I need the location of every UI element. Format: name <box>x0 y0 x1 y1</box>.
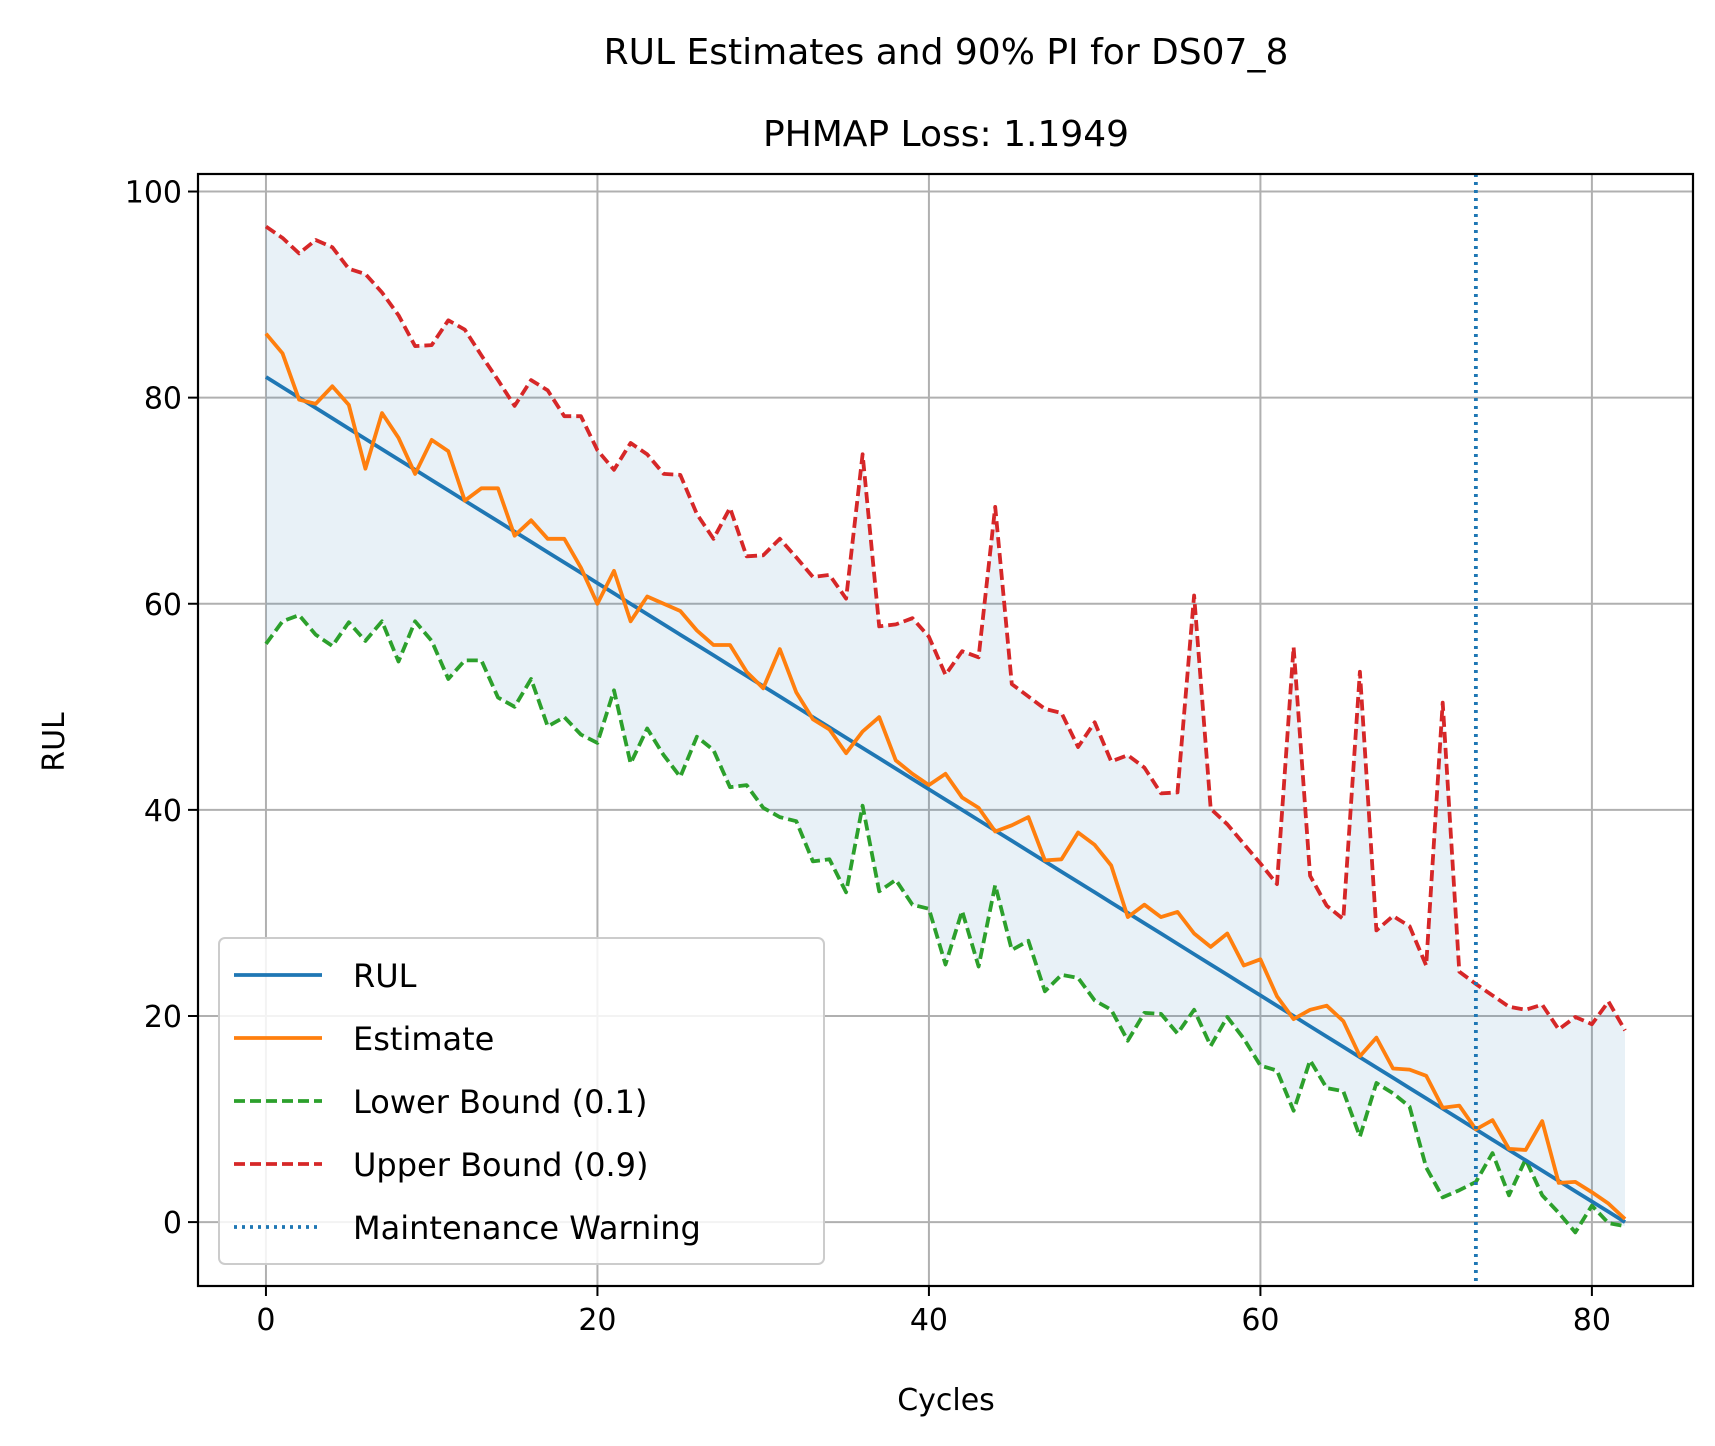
x-tick-label-0: 0 <box>256 1303 275 1338</box>
y-tick-label-4: 80 <box>144 382 182 417</box>
legend-label-maintenance-warning: Maintenance Warning <box>353 1209 701 1247</box>
y-tick-label-3: 60 <box>144 588 182 623</box>
series-line-estimate <box>264 332 1627 1221</box>
x-axis-label: Cycles <box>897 1383 995 1418</box>
chart-subtitle: PHMAP Loss: 1.1949 <box>763 114 1129 155</box>
legend-label-estimate: Estimate <box>353 1020 494 1058</box>
y-axis-label: RUL <box>37 712 72 772</box>
x-tick-label-2: 40 <box>910 1303 948 1338</box>
y-tick-label-5: 100 <box>125 176 182 211</box>
y-tick-label-0: 0 <box>163 1206 182 1241</box>
series-layer <box>264 225 1627 1235</box>
series-line-lower-bound-0-1 <box>264 613 1626 1235</box>
series-line-rul <box>264 375 1627 1224</box>
chart-title: RUL Estimates and 90% PI for DS07_8 <box>604 32 1289 73</box>
x-tick-label-3: 60 <box>1241 1303 1279 1338</box>
legend-label-lower-bound-0-1: Lower Bound (0.1) <box>353 1083 647 1121</box>
y-tick-label-2: 40 <box>144 794 182 829</box>
x-tick-label-1: 20 <box>578 1303 616 1338</box>
y-tick-label-1: 20 <box>144 1000 182 1035</box>
prediction-interval-band-layer <box>266 226 1625 1233</box>
series-line-upper-bound-0-9 <box>264 225 1627 1032</box>
plot-frame <box>196 172 1695 1288</box>
legend-label-upper-bound-0-9: Upper Bound (0.9) <box>353 1146 649 1184</box>
prediction-interval-band <box>266 226 1625 1233</box>
x-tick-label-4: 80 <box>1573 1303 1611 1338</box>
legend-label-rul: RUL <box>353 957 417 995</box>
tick-layer: 0 20 40 60 80 0 20 40 60 80 100 <box>125 176 1611 1338</box>
legend-box <box>218 937 825 1265</box>
legend: RUL Estimate Lower Bound (0.1) Upper Bound … <box>218 937 825 1265</box>
